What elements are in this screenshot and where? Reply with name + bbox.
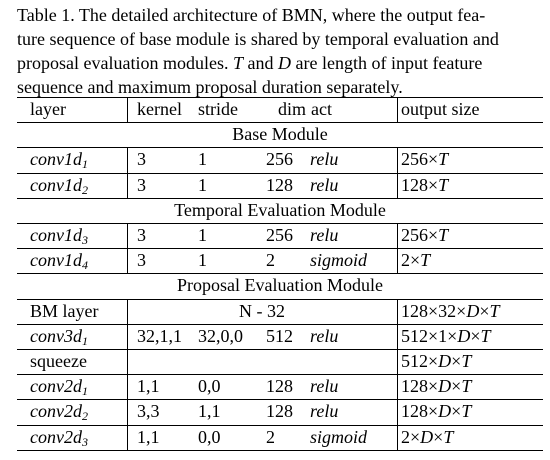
table-caption: Table 1. The detailed architecture of BM… <box>17 3 543 99</box>
table-rule <box>17 223 543 224</box>
header-dim: dim <box>278 99 307 119</box>
table-rule <box>17 374 543 376</box>
act-cell: relu <box>310 325 339 346</box>
header-layer: layer <box>30 99 66 119</box>
dim-cell: 128 <box>266 174 293 195</box>
table-rule <box>17 273 543 275</box>
kernel-cell: 1,1 <box>137 426 160 447</box>
column-divider <box>397 223 398 274</box>
layer-cell: BM layer <box>30 300 99 321</box>
dim-cell: 2 <box>266 426 275 447</box>
kernel-cell: 1,1 <box>137 376 160 397</box>
stride-cell: 1 <box>198 174 207 195</box>
act-cell: relu <box>310 149 339 170</box>
stride-cell: 0,0 <box>198 426 221 447</box>
section-title: Base Module <box>232 124 328 145</box>
column-divider <box>127 223 128 274</box>
stride-cell: 0,0 <box>198 376 221 397</box>
column-divider <box>127 298 128 450</box>
layer-cell: conv1d3 <box>30 225 88 247</box>
dim-cell: 128 <box>266 376 293 397</box>
act-cell: sigmoid <box>310 250 368 271</box>
caption-line-3: proposal evaluation modules. T and D are… <box>17 53 483 73</box>
dim-cell: 2 <box>266 250 275 271</box>
kernel-cell: 3 <box>137 225 146 245</box>
header-stride: stride <box>198 99 238 119</box>
section-title: Proposal Evaluation Module <box>177 275 383 296</box>
column-divider <box>397 298 398 450</box>
output-size-cell: 128×T <box>401 174 449 195</box>
kernel-cell: 3 <box>137 250 146 271</box>
act-cell: relu <box>310 376 339 397</box>
table-rule <box>17 147 543 149</box>
output-size-cell: 128×D×T <box>401 376 472 397</box>
stride-cell: 1 <box>198 149 207 170</box>
header-output-size: output size <box>401 99 480 119</box>
layer-cell: conv1d2 <box>30 174 88 197</box>
kernel-cell: 3 <box>137 174 146 195</box>
stride-cell: 1 <box>198 225 207 245</box>
caption-line-4: sequence and maximum proposal duration s… <box>17 77 403 97</box>
header-act: act <box>311 99 332 119</box>
act-cell: relu <box>310 174 339 195</box>
output-size-cell: 2×T <box>401 250 431 271</box>
layer-cell: conv1d1 <box>30 149 88 172</box>
kernel-cell: 32,1,1 <box>137 325 182 346</box>
dim-cell: 128 <box>266 401 293 422</box>
column-divider <box>127 97 128 123</box>
act-cell: sigmoid <box>310 426 368 447</box>
caption-line-1: Table 1. The detailed architecture of BM… <box>17 5 486 25</box>
table-rule <box>17 97 543 98</box>
layer-cell: conv2d3 <box>30 426 88 449</box>
table-rule <box>17 449 543 451</box>
output-size-cell: 512×D×T <box>401 351 472 371</box>
column-divider <box>397 97 398 123</box>
header-kernel: kernel <box>137 99 182 119</box>
column-divider <box>397 147 398 198</box>
column-divider <box>127 147 128 198</box>
table-rule <box>17 323 543 325</box>
kernel-cell: 3,3 <box>137 401 160 422</box>
layer-cell: conv3d1 <box>30 325 88 348</box>
span-cell: N - 32 <box>239 300 285 321</box>
output-size-cell: 2×D×T <box>401 426 454 447</box>
layer-cell: conv2d1 <box>30 376 88 399</box>
table-rule <box>17 349 543 350</box>
table-rule <box>17 424 543 426</box>
table-rule <box>17 197 543 199</box>
table-rule <box>17 399 543 401</box>
dim-cell: 256 <box>266 225 293 245</box>
dim-cell: 512 <box>266 325 293 346</box>
output-size-cell: 128×32×D×T <box>401 300 500 321</box>
kernel-cell: 3 <box>137 149 146 170</box>
stride-cell: 1,1 <box>198 401 221 422</box>
output-size-cell: 128×D×T <box>401 401 472 422</box>
table-rule <box>17 248 543 250</box>
act-cell: relu <box>310 401 339 422</box>
output-size-cell: 512×1×D×T <box>401 325 491 346</box>
table-rule <box>17 298 543 300</box>
section-title: Temporal Evaluation Module <box>174 199 386 220</box>
layer-cell: squeeze <box>30 351 87 371</box>
table-rule <box>17 172 543 174</box>
stride-cell: 1 <box>198 250 207 271</box>
output-size-cell: 256×T <box>401 225 449 245</box>
stride-cell: 32,0,0 <box>198 325 243 346</box>
layer-cell: conv1d4 <box>30 250 88 273</box>
dim-cell: 256 <box>266 149 293 170</box>
caption-line-2: ture sequence of base module is shared b… <box>17 29 499 49</box>
output-size-cell: 256×T <box>401 149 449 170</box>
act-cell: relu <box>310 225 339 245</box>
layer-cell: conv2d2 <box>30 401 88 424</box>
table-rule <box>17 122 543 124</box>
